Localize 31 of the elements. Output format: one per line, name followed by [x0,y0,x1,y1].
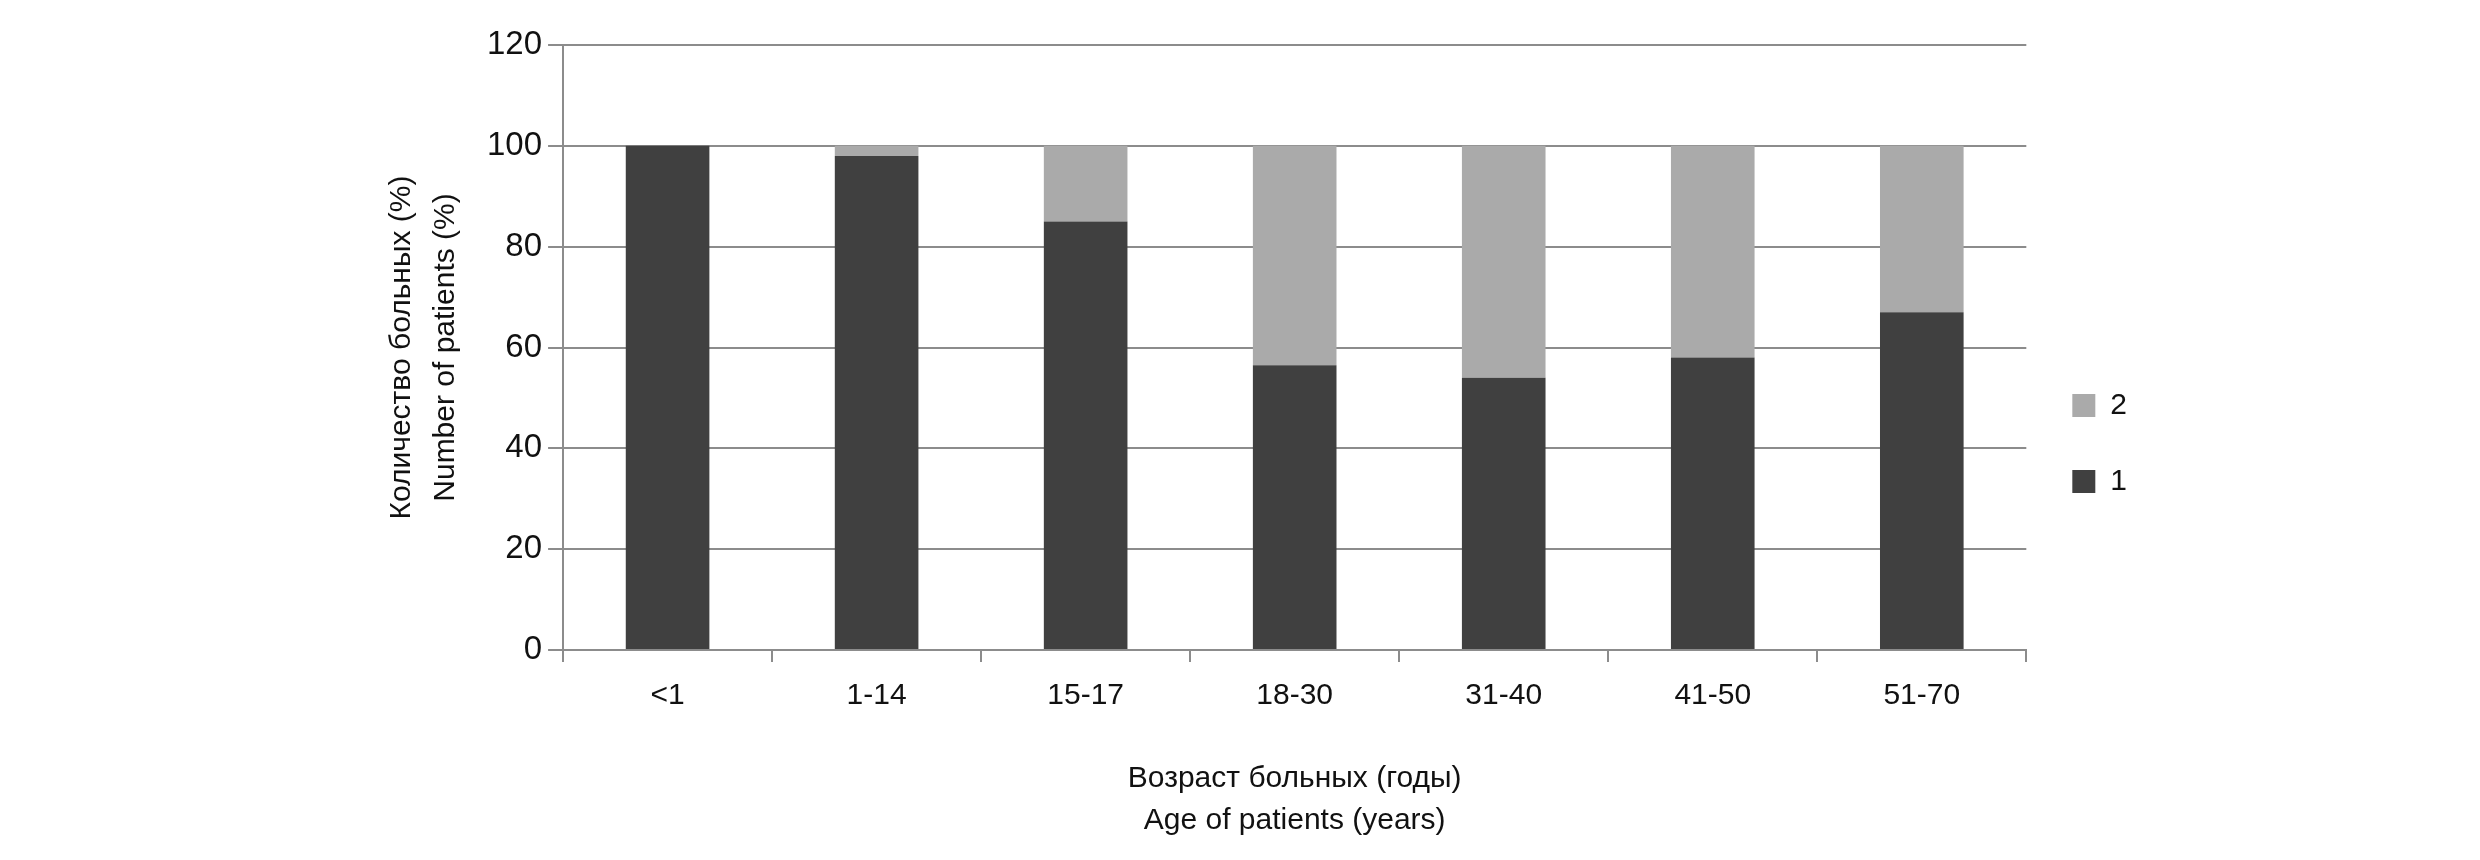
bar [1461,377,1546,649]
y-tick-label: 60 [505,326,543,364]
x-tick-label: <1 [650,677,685,711]
bar [1043,145,1128,222]
y-axis-title: Количество больных (%) Number of patients (%) [383,175,460,520]
legend-label: 1 [2110,462,2127,496]
bar [834,155,919,649]
bar [625,145,710,649]
bar [1670,145,1755,358]
bar [1252,145,1337,366]
x-tick-label: 18-30 [1256,677,1334,711]
x-tick-label: 31-40 [1465,677,1543,711]
y-tick-label: 80 [505,225,543,263]
x-tick-label: 15-17 [1047,677,1125,711]
x-axis-title: Возраст больных (годы) Age of patients (years) [1127,760,1462,836]
bar [1461,145,1546,378]
bar [1043,221,1128,649]
bar [1879,312,1964,649]
legend-label: 2 [2110,386,2127,420]
x-tick-label: 41-50 [1674,677,1752,711]
bar [834,145,919,156]
bar [1670,357,1755,649]
y-tick-label: 0 [523,629,543,667]
y-tick-label: 40 [505,427,543,465]
y-tick-label: 100 [487,124,543,162]
y-tick-label: 120 [487,24,543,62]
x-tick-label: 1-14 [846,677,907,711]
bar [1879,145,1964,313]
bar [1252,365,1337,649]
x-tick-label: 51-70 [1883,677,1961,711]
y-tick-label: 20 [505,528,543,566]
